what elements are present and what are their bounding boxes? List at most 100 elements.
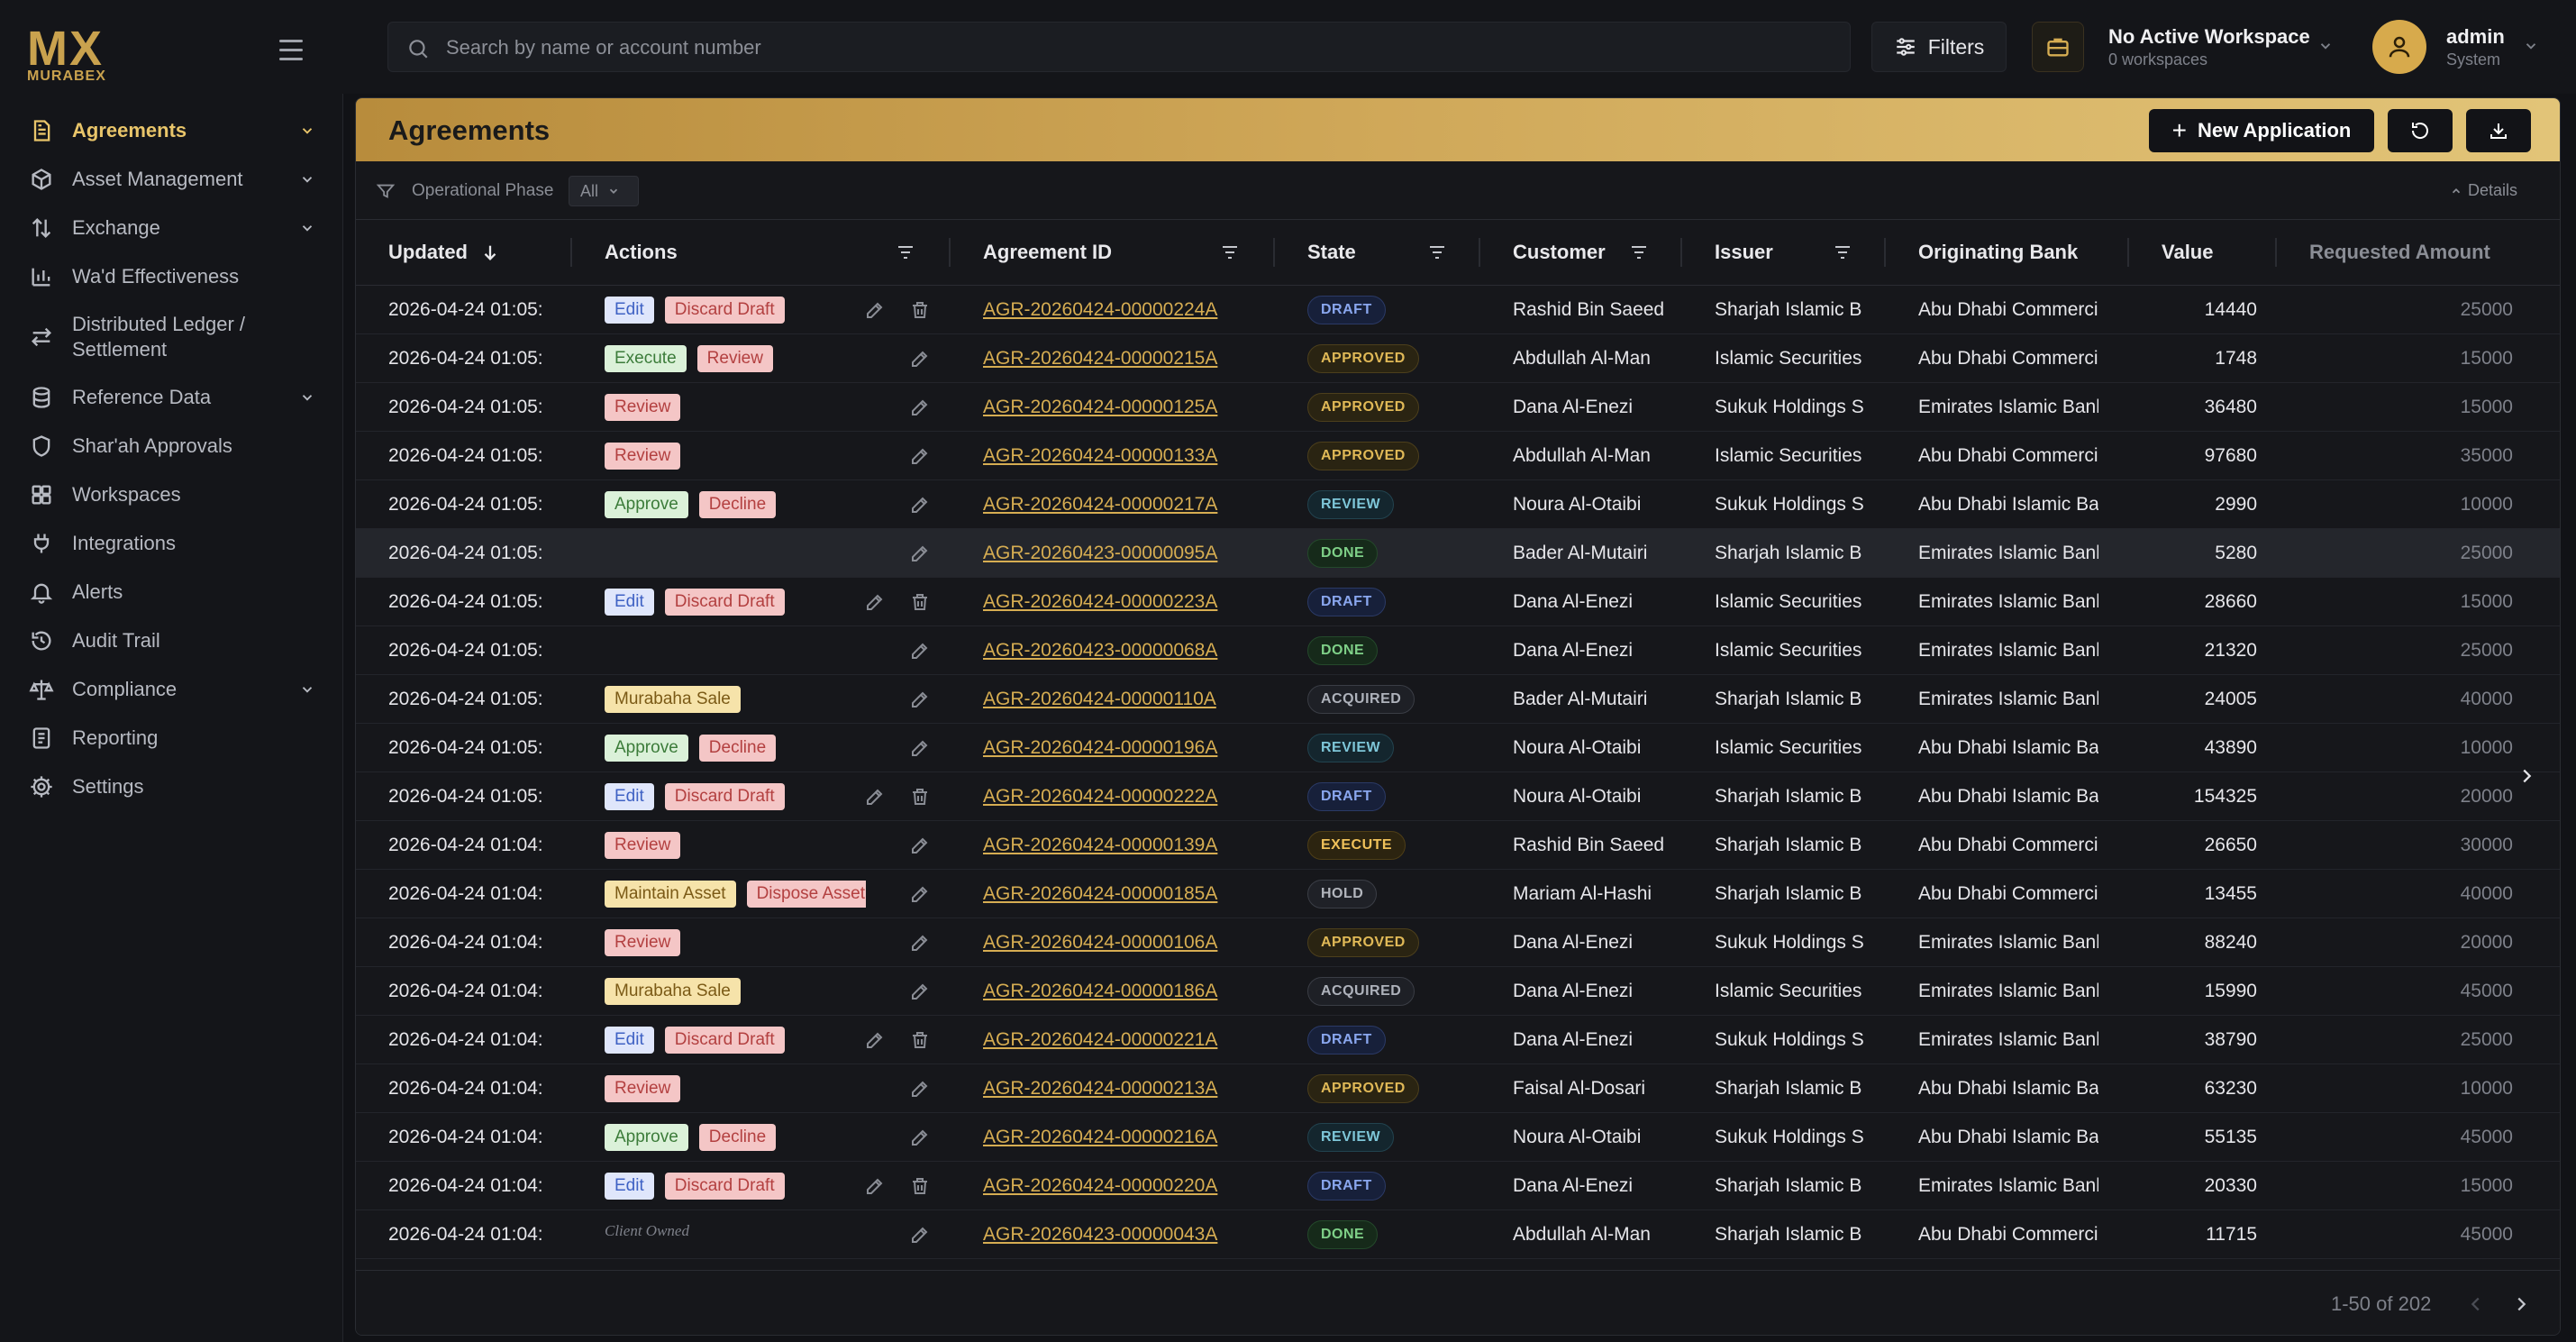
table-row[interactable]: 2026-04-24 01:04: Client Owned AGR-2026042…: [356, 1210, 2560, 1259]
agreement-id-filter-icon[interactable]: [1219, 242, 1241, 263]
murabaha-sale-button[interactable]: Murabaha Sale: [605, 978, 741, 1005]
sidebar-item-audit-trail[interactable]: Audit Trail: [0, 616, 342, 665]
edit-button[interactable]: Edit: [605, 1173, 654, 1200]
decline-button[interactable]: Decline: [698, 735, 777, 762]
review-button[interactable]: Review: [696, 345, 773, 372]
agreement-id-link[interactable]: AGR-20260424-00000133A: [983, 445, 1218, 466]
edit-pencil-icon[interactable]: [909, 640, 931, 662]
workspace-chevron-down-icon[interactable]: [2317, 38, 2334, 54]
column-divider[interactable]: [570, 238, 572, 267]
agreement-id-link[interactable]: AGR-20260424-00000185A: [983, 883, 1218, 904]
trash-icon[interactable]: [909, 299, 931, 321]
chevron-down-icon[interactable]: [299, 171, 315, 187]
decline-button[interactable]: Decline: [698, 491, 777, 518]
table-row[interactable]: 2026-04-24 01:05: Murabaha Sale AGR-202604…: [356, 675, 2560, 724]
table-row[interactable]: 2026-04-24 01:05: Edit Discard Draft AGR-20…: [356, 772, 2560, 821]
filters-button[interactable]: Filters: [1871, 22, 2007, 72]
table-row[interactable]: 2026-04-24 01:04: Review AGR-20260424-0000…: [356, 821, 2560, 870]
edit-pencil-icon[interactable]: [909, 883, 931, 905]
issuer-filter-icon[interactable]: [1832, 242, 1853, 263]
approve-button[interactable]: Approve: [605, 1124, 688, 1151]
edit-button[interactable]: Edit: [605, 589, 654, 616]
agreement-id-link[interactable]: AGR-20260424-00000217A: [983, 494, 1218, 515]
table-row[interactable]: 2026-04-24 01:05: Review AGR-20260424-0000…: [356, 383, 2560, 432]
edit-pencil-icon[interactable]: [909, 932, 931, 954]
column-originating-bank[interactable]: Originating Bank: [1918, 220, 2078, 285]
column-updated[interactable]: Updated: [388, 220, 500, 285]
execute-button[interactable]: Execute: [605, 345, 687, 372]
edit-pencil-icon[interactable]: [909, 494, 931, 516]
trash-icon[interactable]: [909, 1029, 931, 1051]
edit-button[interactable]: Edit: [605, 297, 654, 324]
agreement-id-link[interactable]: AGR-20260424-00000221A: [983, 1029, 1218, 1050]
column-issuer[interactable]: Issuer: [1715, 220, 1773, 285]
column-divider[interactable]: [1479, 238, 1480, 267]
table-row[interactable]: 2026-04-24 01:05: Edit Discard Draft AGR-20…: [356, 578, 2560, 626]
scroll-right-chevron-icon[interactable]: [2517, 766, 2536, 786]
discard-draft-button[interactable]: Discard Draft: [664, 783, 785, 810]
review-button[interactable]: Review: [605, 443, 681, 470]
edit-pencil-icon[interactable]: [909, 1127, 931, 1148]
edit-button[interactable]: Edit: [605, 1027, 654, 1054]
edit-pencil-icon[interactable]: [909, 348, 931, 370]
column-customer[interactable]: Customer: [1513, 220, 1606, 285]
trash-icon[interactable]: [909, 1175, 931, 1197]
trash-icon[interactable]: [909, 786, 931, 808]
edit-pencil-icon[interactable]: [909, 689, 931, 710]
sidebar-item-exchange[interactable]: Exchange: [0, 204, 342, 252]
column-value[interactable]: Value: [2162, 220, 2213, 285]
edit-pencil-icon[interactable]: [909, 737, 931, 759]
review-button[interactable]: Review: [605, 1075, 681, 1102]
table-row[interactable]: 2026-04-24 01:05: Approve Decline AGR-20260…: [356, 724, 2560, 772]
state-filter-icon[interactable]: [1426, 242, 1448, 263]
agreement-id-link[interactable]: AGR-20260424-00000213A: [983, 1078, 1218, 1099]
approve-button[interactable]: Approve: [605, 735, 688, 762]
sidebar-item-settings[interactable]: Settings: [0, 762, 342, 811]
edit-pencil-icon[interactable]: [909, 543, 931, 564]
edit-pencil-icon[interactable]: [909, 1224, 931, 1246]
table-row[interactable]: 2026-04-24 01:04: Edit Discard Draft AGR-20…: [356, 1016, 2560, 1064]
chevron-down-icon[interactable]: [299, 681, 315, 698]
sidebar-item-wa-d-effectiveness[interactable]: Wa'd Effectiveness: [0, 252, 342, 301]
actions-filter-icon[interactable]: [895, 242, 916, 263]
murabex-logo[interactable]: MX MURABEX: [27, 24, 113, 84]
edit-pencil-icon[interactable]: [864, 591, 886, 613]
agreement-id-link[interactable]: AGR-20260424-00000215A: [983, 348, 1218, 369]
column-actions[interactable]: Actions: [605, 220, 678, 285]
chevron-right-icon[interactable]: [2511, 1294, 2531, 1314]
table-row[interactable]: 2026-04-24 01:05: Execute Review AGR-202604…: [356, 334, 2560, 383]
user-name[interactable]: admin: [2446, 25, 2505, 48]
sidebar-item-compliance[interactable]: Compliance: [0, 665, 342, 714]
agreement-id-link[interactable]: AGR-20260424-00000216A: [983, 1127, 1218, 1147]
edit-pencil-icon[interactable]: [864, 299, 886, 321]
chevron-left-icon[interactable]: [2466, 1294, 2486, 1314]
agreement-id-link[interactable]: AGR-20260424-00000110A: [983, 689, 1216, 709]
chevron-down-icon[interactable]: [299, 123, 315, 139]
discard-draft-button[interactable]: Discard Draft: [664, 1173, 785, 1200]
edit-pencil-icon[interactable]: [864, 786, 886, 808]
edit-pencil-icon[interactable]: [909, 981, 931, 1002]
column-divider[interactable]: [949, 238, 951, 267]
agreement-id-link[interactable]: AGR-20260424-00000125A: [983, 397, 1218, 417]
download-button[interactable]: [2466, 109, 2531, 152]
edit-pencil-icon[interactable]: [864, 1029, 886, 1051]
column-divider[interactable]: [1680, 238, 1682, 267]
sort-arrow-down-icon[interactable]: [480, 242, 500, 262]
column-divider[interactable]: [2275, 238, 2277, 267]
table-row[interactable]: 2026-04-24 01:05: Review AGR-20260424-0000…: [356, 432, 2560, 480]
search-box[interactable]: [387, 22, 1851, 73]
edit-pencil-icon[interactable]: [909, 397, 931, 418]
review-button[interactable]: Review: [605, 394, 681, 421]
trash-icon[interactable]: [909, 591, 931, 613]
search-input[interactable]: [444, 23, 1835, 73]
maintain-asset-button[interactable]: Maintain Asset: [605, 881, 736, 908]
agreement-id-link[interactable]: AGR-20260424-00000139A: [983, 835, 1218, 855]
sidebar-item-reporting[interactable]: Reporting: [0, 714, 342, 762]
sidebar-item-agreements[interactable]: Agreements: [0, 106, 342, 155]
sidebar-item-reference-data[interactable]: Reference Data: [0, 373, 342, 422]
table-row[interactable]: 2026-04-24 01:05: AGR-20260423-00000095A D…: [356, 529, 2560, 578]
customer-filter-icon[interactable]: [1628, 242, 1650, 263]
edit-pencil-icon[interactable]: [909, 835, 931, 856]
discard-draft-button[interactable]: Discard Draft: [664, 1027, 785, 1054]
workspace-icon-button[interactable]: [2032, 22, 2084, 72]
